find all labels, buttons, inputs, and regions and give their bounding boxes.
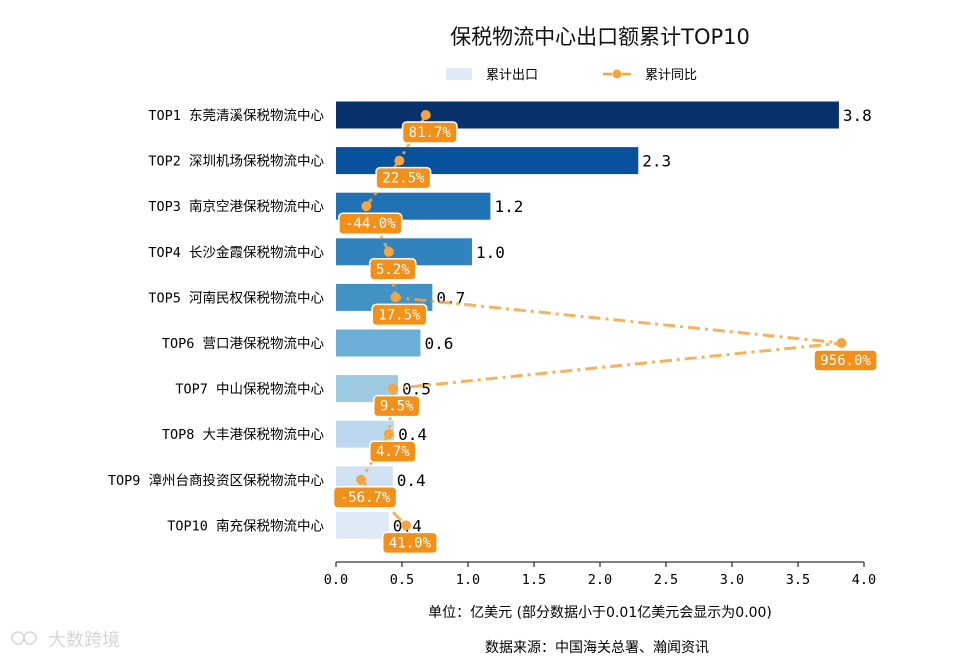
bar-value-label: 2.3 [642, 152, 671, 171]
watermark-text: 大数跨境 [48, 630, 120, 651]
category-label: TOP6 营口港保税物流中心 [162, 336, 325, 352]
category-label: TOP7 中山保税物流中心 [175, 382, 324, 398]
legend-marker [612, 69, 622, 79]
legend: 累计出口 累计同比 [446, 68, 697, 83]
bars-layer [336, 101, 839, 539]
x-tick-label: 2.5 [654, 572, 678, 588]
yoy-label: 81.7% [409, 125, 452, 141]
x-tick-label: 3.0 [720, 572, 744, 588]
category-label: TOP10 南充保税物流中心 [167, 518, 324, 534]
yoy-label-box [369, 440, 417, 463]
yoy-label: 41.0% [389, 535, 432, 551]
category-label: TOP4 长沙金霞保税物流中心 [148, 245, 324, 261]
chart-title: 保税物流中心出口额累计TOP10 [450, 25, 750, 49]
bar [336, 511, 389, 539]
bar-value-label: 0.5 [402, 380, 431, 399]
yoy-marker [394, 155, 405, 166]
yoy-label: -56.7% [340, 490, 391, 506]
category-label: TOP8 大丰港保税物流中心 [162, 427, 325, 443]
yoy-marker [361, 201, 372, 212]
yoy-label-box [371, 303, 428, 327]
data-source: 数据来源：中国海关总署、瀚闻资讯 [485, 640, 709, 656]
x-axis: 0.0 0.5 1.0 1.5 2.0 2.5 3.0 3.5 4.0 [324, 561, 876, 588]
category-label: TOP5 河南民权保税物流中心 [148, 289, 324, 306]
x-tick-label: 3.5 [786, 572, 810, 588]
category-labels: TOP1 东莞清溪保税物流中心 TOP2 深圳机场保税物流中心 TOP3 南京空港保… [108, 108, 325, 534]
x-tick-label: 1.0 [456, 572, 480, 588]
bar-value-label: 0.4 [398, 425, 427, 444]
yoy-label-box [338, 212, 403, 235]
category-label: TOP1 东莞清溪保税物流中心 [148, 108, 324, 124]
yoy-label-box [813, 349, 878, 372]
yoy-marker [356, 474, 367, 485]
yoy-label-box [375, 166, 432, 190]
yoy-label-box [332, 486, 398, 509]
x-tick-label: 1.5 [522, 572, 546, 588]
watermark-logo-icon [23, 631, 37, 645]
bar-value-label: 1.0 [476, 243, 505, 262]
legend-label-bar: 累计出口 [486, 68, 538, 83]
legend-swatch-bar [446, 68, 472, 80]
x-tick-label: 2.0 [588, 572, 612, 588]
yoy-label: 9.5% [380, 399, 414, 415]
x-tick-label: 0.5 [390, 572, 414, 588]
yoy-label-box [373, 394, 421, 418]
yoy-label-box [381, 531, 438, 555]
yoy-label: 956.0% [820, 353, 871, 369]
bar [336, 329, 421, 357]
bar-value-label: 0.6 [424, 334, 453, 353]
bar-value-label: 1.2 [494, 197, 523, 216]
yoy-marker [383, 429, 394, 440]
yoy-label: 5.2% [376, 262, 410, 278]
watermark-logo-icon [11, 631, 25, 645]
x-axis-label: 单位：亿美元 (部分数据小于0.01亿美元会显示为0.00) [428, 605, 772, 621]
yoy-label: 4.7% [376, 444, 410, 460]
watermark: 大数跨境 [11, 630, 120, 651]
yoy-label: 17.5% [378, 307, 421, 323]
category-label: TOP3 南京空港保税物流中心 [148, 199, 324, 215]
x-tick-label: 0.0 [324, 572, 348, 588]
bar-value-label: 3.8 [843, 106, 872, 125]
yoy-line [359, 114, 842, 527]
yoy-marker [420, 110, 431, 120]
legend-label-line: 累计同比 [645, 68, 697, 83]
yoy-label-box [369, 258, 417, 281]
yoy-marker [836, 338, 847, 348]
yoy-marker [400, 520, 411, 531]
yoy-label: 22.5% [382, 171, 425, 187]
bar-value-label: 0.4 [397, 471, 426, 490]
yoy-label: -44.0% [345, 216, 396, 232]
x-tick-label: 4.0 [852, 572, 876, 588]
category-label: TOP9 漳州台商投资区保税物流中心 [108, 472, 325, 489]
yoy-label-box [401, 121, 458, 144]
yoy-marker [390, 292, 401, 303]
category-label: TOP2 深圳机场保税物流中心 [148, 154, 324, 170]
yoy-marker [383, 246, 394, 257]
yoy-line-layer: 81.7% 22.5% -44.0% 5.2% 17.5% 956.0% 9.5% 4.7% -… [332, 110, 878, 555]
yoy-marker [387, 383, 398, 394]
